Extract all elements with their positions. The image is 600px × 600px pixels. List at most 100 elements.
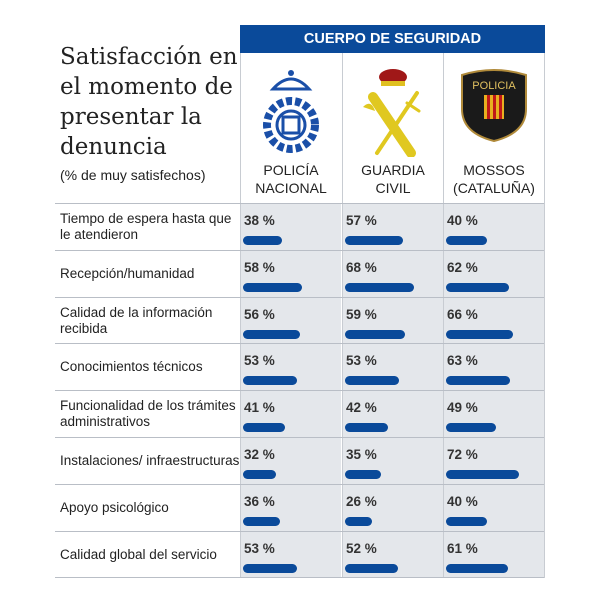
value-cell: 35 % (342, 438, 443, 484)
value-cell: 58 % (240, 250, 341, 297)
value-cell: 62 % (443, 250, 544, 297)
column-name: POLICÍA NACIONAL (255, 162, 327, 196)
row-label: Tiempo de espera hasta que le atendieron (60, 211, 232, 242)
guardia-civil-emblem-icon (363, 69, 421, 157)
chart-subtitle: (% de muy satisfechos) (60, 167, 206, 183)
data-label: 49 % (447, 400, 478, 416)
data-label: 72 % (447, 447, 478, 462)
value-cell: 42 % (342, 391, 443, 438)
bar (446, 376, 511, 386)
bar (446, 516, 487, 526)
bar (446, 423, 496, 433)
value-cell: 38 % (240, 204, 341, 250)
data-label: 57 % (346, 213, 377, 228)
table-row: Calidad de la información recibida 56 % 59… (55, 296, 545, 344)
bar (345, 516, 372, 526)
data-label: 41 % (244, 400, 275, 416)
data-label: 38 % (244, 213, 275, 228)
column-name: GUARDIA CIVIL (361, 162, 425, 196)
row-label: Funcionalidad de los trámites administra… (60, 398, 236, 430)
bar (446, 563, 509, 573)
value-cell: 53 % (240, 344, 341, 391)
data-label: 56 % (244, 306, 275, 322)
bar (446, 470, 520, 479)
bar (446, 282, 510, 292)
data-label: 53 % (244, 353, 275, 369)
bar (243, 282, 303, 292)
data-label: 40 % (447, 213, 478, 228)
data-label: 63 % (447, 353, 478, 369)
value-cell: 41 % (240, 391, 341, 438)
row-label: Conocimientos técnicos (60, 359, 203, 375)
table-right-line (544, 53, 545, 578)
column-header: GUARDIA CIVIL (342, 53, 443, 203)
mossos-shield-icon: POLICIA (461, 69, 527, 143)
data-label: 35 % (346, 447, 377, 462)
row-label: Instalaciones/ infraestructuras (60, 453, 240, 468)
value-cell: 52 % (342, 531, 443, 578)
bar (243, 236, 282, 245)
value-cell: 72 % (443, 438, 544, 484)
value-cell: 59 % (342, 297, 443, 344)
bar (345, 563, 399, 573)
value-cell: 32 % (240, 438, 341, 484)
value-cell: 40 % (443, 484, 544, 531)
column-name: MOSSOS (CATALUÑA) (453, 162, 535, 196)
table-row: Recepción/humanidad 58 % 68 % 62 % (55, 249, 545, 297)
group-header: CUERPO DE SEGURIDAD (240, 25, 545, 53)
value-cell: 63 % (443, 344, 544, 391)
value-cell: 57 % (342, 204, 443, 250)
data-label: 58 % (244, 259, 275, 275)
column-header: POLICÍA NACIONAL (240, 53, 341, 203)
bar (345, 236, 404, 245)
data-label: 42 % (346, 400, 377, 416)
bar (243, 516, 280, 526)
table-row: Tiempo de espera hasta que le atendieron… (55, 203, 545, 250)
data-label: 32 % (244, 447, 275, 462)
policia-nacional-badge-icon (263, 70, 319, 153)
bar (243, 376, 298, 386)
value-cell: 53 % (342, 344, 443, 391)
chart-title: Satisfacción en el momento de presentar … (60, 44, 238, 160)
row-label: Recepción/humanidad (60, 265, 195, 281)
bar (243, 423, 285, 433)
row-label: Calidad de la información recibida (60, 304, 213, 336)
bar (243, 329, 301, 339)
table-row: Calidad global del servicio 53 % 52 % 61 % (55, 530, 545, 578)
value-cell: 53 % (240, 531, 341, 578)
value-cell: 40 % (443, 204, 544, 250)
value-cell: 61 % (443, 531, 544, 578)
data-label: 53 % (244, 540, 275, 556)
data-label: 66 % (447, 306, 478, 322)
table-bottom-line (55, 577, 545, 578)
data-label: 53 % (346, 353, 377, 369)
bar (446, 329, 514, 339)
data-label: 62 % (447, 259, 478, 275)
table-row: Funcionalidad de los trámites administra… (55, 390, 545, 438)
table-row: Conocimientos técnicos 53 % 53 % 63 % (55, 343, 545, 391)
bar (345, 423, 388, 433)
value-cell: 56 % (240, 297, 341, 344)
value-cell: 68 % (342, 250, 443, 297)
bar (345, 376, 400, 386)
data-label: 40 % (447, 493, 478, 509)
data-label: 36 % (244, 493, 275, 509)
data-label: 61 % (447, 540, 478, 556)
bar (345, 282, 415, 292)
svg-text:POLICIA: POLICIA (472, 80, 516, 92)
value-cell: 66 % (443, 297, 544, 344)
value-cell: 26 % (342, 484, 443, 531)
bar (345, 470, 381, 479)
row-label: Calidad global del servicio (60, 546, 217, 562)
bar (243, 470, 276, 479)
value-cell: 36 % (240, 484, 341, 531)
column-header: POLICIA MOSSOS (CATALUÑA) (443, 53, 544, 203)
bar (243, 563, 298, 573)
data-label: 68 % (346, 259, 377, 275)
data-label: 52 % (346, 540, 377, 556)
bar (345, 329, 406, 339)
value-cell: 49 % (443, 391, 544, 438)
bar (446, 236, 487, 245)
table-row: Apoyo psicológico 36 % 26 % 40 % (55, 483, 545, 531)
